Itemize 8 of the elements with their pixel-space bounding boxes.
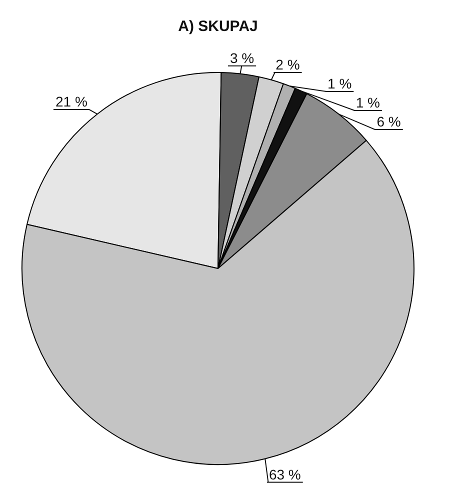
chart-title: A) SKUPAJ xyxy=(178,18,258,36)
data-label: 63 % xyxy=(268,466,301,482)
data-label: 2 % xyxy=(276,56,300,72)
data-label: 3 % xyxy=(230,50,254,66)
data-label: 1 % xyxy=(328,75,352,92)
data-label: 1 % xyxy=(356,94,380,110)
data-label: 21 % xyxy=(55,94,88,110)
data-label: 6 % xyxy=(376,113,401,130)
